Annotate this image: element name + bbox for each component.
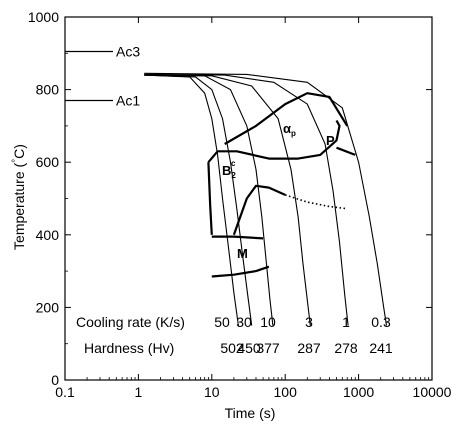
- y-tick-label: 0: [51, 372, 59, 388]
- hardness-label: 502: [220, 340, 244, 356]
- cooling-rate-label: 3: [305, 314, 313, 330]
- y-axis-label-close: ): [11, 144, 27, 149]
- region-subscript: p: [291, 129, 296, 138]
- cooling-curve-3: [144, 74, 311, 326]
- hardness-label: 450: [237, 340, 261, 356]
- y-tick-label: 1000: [28, 9, 59, 25]
- y-tick-label: 200: [36, 299, 60, 315]
- hardness-label: 377: [256, 340, 280, 356]
- cooling-rate-title: Cooling rate (K/s): [76, 314, 185, 330]
- ferrite-finish-line: [207, 119, 341, 163]
- martensite-start-line: [211, 235, 264, 240]
- cooling-rate-label: 0.3: [371, 314, 391, 330]
- cooling-curve-10: [144, 74, 274, 326]
- x-tick-label: 1000: [343, 384, 374, 400]
- y-axis-label-unit-c: C: [11, 149, 27, 159]
- y-tick-label: 400: [36, 227, 60, 243]
- region-superscript: c: [231, 159, 236, 168]
- bainite-finish-dotted-line: [284, 194, 348, 210]
- cooling-curve-0p3: [144, 72, 388, 326]
- y-axis-label-text: Temperature (: [11, 162, 27, 249]
- x-tick-label: 0.1: [55, 384, 75, 400]
- cooling-curve-50: [144, 74, 239, 326]
- hardness-label: 241: [369, 340, 393, 356]
- bainite-left-line: [207, 162, 213, 235]
- x-tick-label: 1: [135, 384, 143, 400]
- cooling-curve-30: [144, 74, 253, 326]
- x-axis-label: Time (s): [225, 405, 276, 421]
- region-label-m: M: [237, 246, 248, 261]
- ref-label-ac3: Ac3: [116, 43, 140, 59]
- x-tick-label: 100: [274, 384, 298, 400]
- x-tick-label: 10000: [413, 384, 451, 400]
- cooling-rate-label: 1: [342, 314, 350, 330]
- cooling-curve-1: [144, 73, 349, 326]
- pearlite-finish-line: [336, 146, 356, 156]
- region-subscript: 2: [231, 171, 236, 180]
- x-tick-label: 10: [204, 384, 220, 400]
- hardness-title: Hardness (Hv): [84, 340, 174, 356]
- y-tick-label: 600: [36, 154, 60, 170]
- bainite-start-line: [232, 184, 286, 236]
- ref-label-ac1: Ac1: [116, 92, 140, 108]
- region-label-alpha-p: αp: [283, 121, 296, 138]
- y-axis-label-degree: °: [11, 159, 22, 163]
- hardness-label: 287: [297, 340, 321, 356]
- cooling-rate-label: 50: [214, 314, 230, 330]
- y-tick-label: 800: [36, 82, 60, 98]
- y-axis-label: Temperature (°C): [11, 144, 27, 250]
- cooling-rate-label: 10: [260, 314, 276, 330]
- hardness-label: 278: [334, 340, 358, 356]
- cooling-rate-label: 30: [236, 314, 252, 330]
- ferrite-start-line: [224, 92, 349, 145]
- region-label-p: P: [326, 133, 335, 148]
- martensite-finish-line: [211, 265, 270, 278]
